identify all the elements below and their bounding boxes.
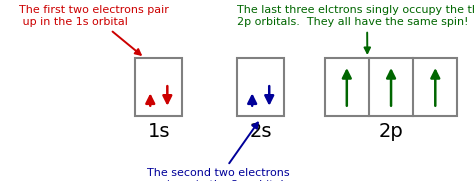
Text: 2p: 2p bbox=[379, 122, 403, 141]
Text: The last three elctrons singly occupy the three
2p orbitals.  They all have the : The last three elctrons singly occupy th… bbox=[237, 5, 474, 53]
Text: The second two electrons
pair up in the 2s orbital: The second two electrons pair up in the … bbox=[147, 123, 289, 181]
Bar bbox=[237, 58, 284, 116]
Text: 1s: 1s bbox=[147, 122, 170, 141]
Text: 2s: 2s bbox=[249, 122, 272, 141]
Bar bbox=[325, 58, 457, 116]
Bar bbox=[135, 58, 182, 116]
Text: The first two electrons pair
 up in the 1s orbital: The first two electrons pair up in the 1… bbox=[19, 5, 169, 55]
